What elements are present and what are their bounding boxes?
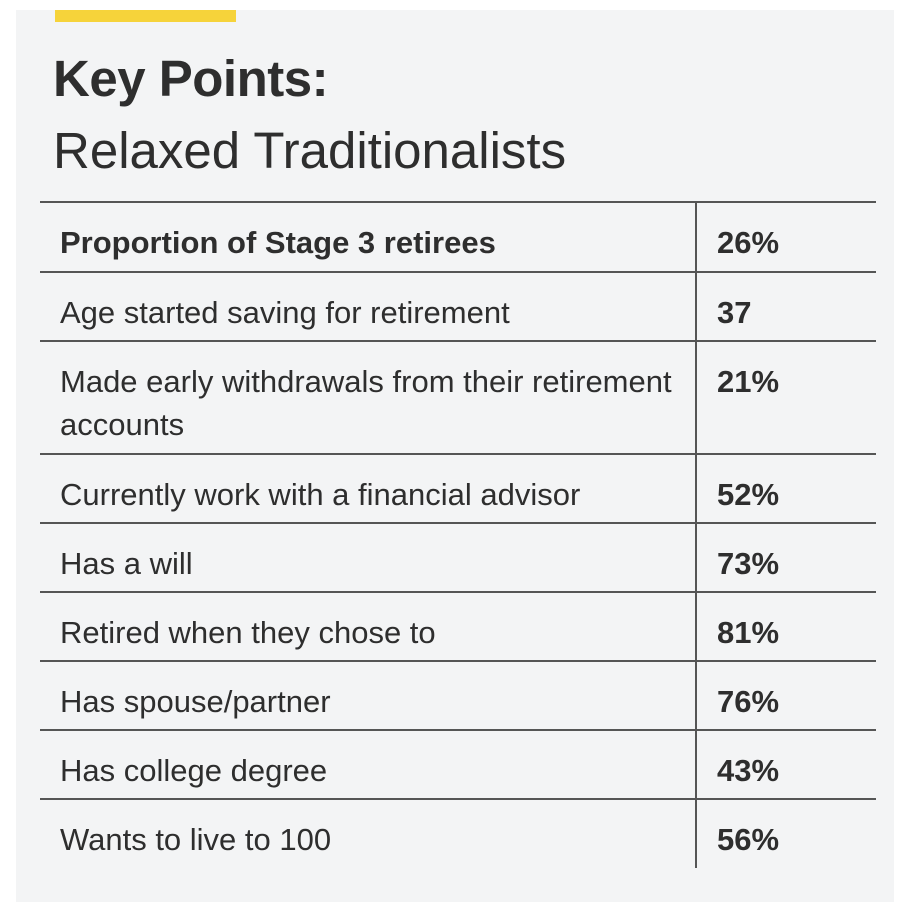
row-value: 52% [695,455,876,522]
table-row: Currently work with a financial advisor … [40,455,876,524]
row-value: 37 [695,273,876,340]
key-points-panel [16,10,894,902]
table-row: Wants to live to 100 56% [40,800,876,868]
table-row: Proportion of Stage 3 retirees 26% [40,203,876,273]
row-value: 21% [695,342,876,453]
row-value: 43% [695,731,876,798]
table-row: Has spouse/partner 76% [40,662,876,731]
table-row: Has college degree 43% [40,731,876,800]
accent-bar [55,10,236,22]
row-label: Age started saving for retirement [60,295,510,330]
key-points-table: Proportion of Stage 3 retirees 26% Age s… [40,201,876,868]
table-row: Made early withdrawals from their retire… [40,342,876,455]
page-title: Key Points: [53,50,329,107]
table-row: Retired when they chose to 81% [40,593,876,662]
row-value: 73% [695,524,876,591]
row-label: Currently work with a financial advisor [60,477,581,512]
row-label: Has spouse/partner [60,684,331,719]
row-label: Wants to live to 100 [60,822,332,857]
row-value: 26% [695,203,876,271]
row-label: Has college degree [60,753,328,788]
row-label: Made early withdrawals from their retire… [60,364,672,442]
row-value: 56% [695,800,876,868]
page-subtitle: Relaxed Traditionalists [53,122,567,179]
row-label: Proportion of Stage 3 retirees [60,225,496,260]
row-value: 76% [695,662,876,729]
row-label: Has a will [60,546,193,581]
row-label: Retired when they chose to [60,615,436,650]
table-row: Has a will 73% [40,524,876,593]
row-value: 81% [695,593,876,660]
table-row: Age started saving for retirement 37 [40,273,876,342]
